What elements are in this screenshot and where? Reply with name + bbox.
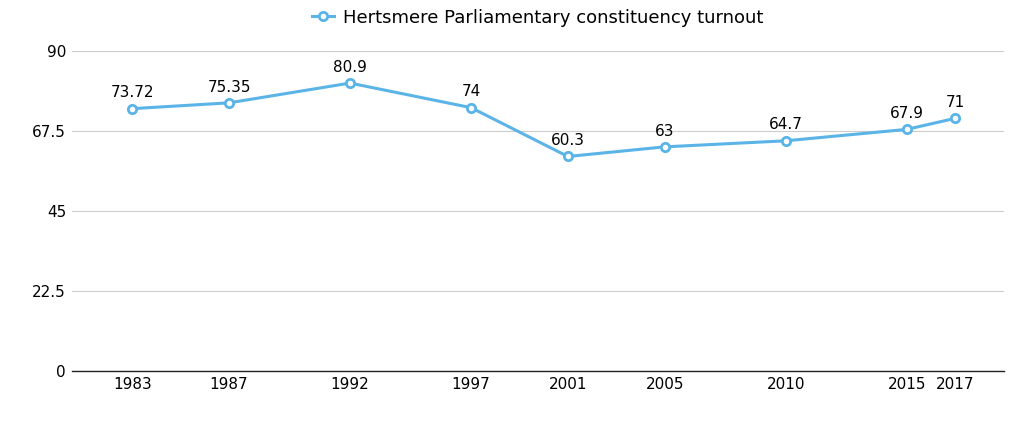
Text: 71: 71 (945, 95, 965, 110)
Text: 60.3: 60.3 (551, 133, 585, 148)
Hertsmere Parliamentary constituency turnout (465, 105, 477, 110)
Hertsmere Parliamentary constituency turnout (223, 100, 236, 106)
Text: 64.7: 64.7 (769, 117, 803, 133)
Text: 73.72: 73.72 (111, 85, 154, 100)
Line: Hertsmere Parliamentary constituency turnout: Hertsmere Parliamentary constituency tur… (128, 79, 959, 161)
Text: 75.35: 75.35 (207, 79, 251, 95)
Legend: Hertsmere Parliamentary constituency turnout: Hertsmere Parliamentary constituency tur… (305, 2, 770, 35)
Hertsmere Parliamentary constituency turnout (344, 81, 356, 86)
Text: 67.9: 67.9 (890, 106, 924, 121)
Hertsmere Parliamentary constituency turnout (949, 116, 962, 121)
Text: 63: 63 (655, 124, 675, 138)
Hertsmere Parliamentary constituency turnout (900, 127, 912, 132)
Text: 74: 74 (462, 84, 480, 99)
Hertsmere Parliamentary constituency turnout (779, 138, 792, 143)
Hertsmere Parliamentary constituency turnout (126, 106, 138, 111)
Text: 80.9: 80.9 (333, 60, 367, 75)
Hertsmere Parliamentary constituency turnout (562, 154, 574, 159)
Hertsmere Parliamentary constituency turnout (658, 144, 671, 149)
